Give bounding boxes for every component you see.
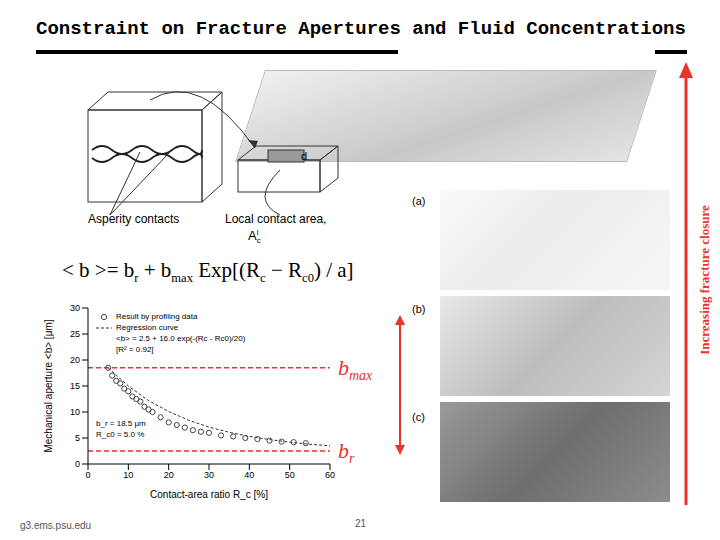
html-text:[R² = 0.92]: [R² = 0.92]: [116, 345, 154, 354]
html-text:R_c0 = 5.0 %: R_c0 = 5.0 %: [96, 430, 145, 439]
html-text:c: c: [256, 235, 261, 245]
svg-text:Mechanical aperture <b> [μm]: Mechanical aperture <b> [μm]: [43, 319, 54, 452]
html-text:(b): (b): [412, 303, 426, 315]
svg-text:0: 0: [85, 470, 90, 480]
svg-text:br: br: [338, 438, 355, 466]
svg-text:15: 15: [70, 381, 80, 391]
svg-text:0: 0: [75, 459, 80, 469]
html-text:21: 21: [355, 518, 367, 529]
svg-text:10: 10: [70, 407, 80, 417]
svg-text:10: 10: [123, 470, 133, 480]
html-text:(a): (a): [412, 195, 426, 207]
svg-text:25: 25: [70, 329, 80, 339]
svg-text:20: 20: [164, 470, 174, 480]
svg-text:30: 30: [70, 303, 80, 313]
html-text:Increasing fracture closure: Increasing fracture closure: [697, 205, 712, 355]
svg-text:30: 30: [204, 470, 214, 480]
svg-text:50: 50: [285, 470, 295, 480]
html-text:b_r = 18.5 μm: b_r = 18.5 μm: [96, 419, 146, 428]
html-text:g3.ems.psu.edu: g3.ems.psu.edu: [20, 520, 92, 531]
svg-text:20: 20: [70, 355, 80, 365]
html-text:Asperity contacts: Asperity contacts: [88, 212, 180, 226]
html-text:<b> = 2.5 + 16.0 exp(-(Rc - Rc: <b> = 2.5 + 16.0 exp(-(Rc - Rc0)/20): [116, 334, 246, 343]
svg-text:40: 40: [244, 470, 254, 480]
html-text:Regression curve: Regression curve: [116, 323, 179, 332]
svg-text:5: 5: [75, 433, 80, 443]
html-text:d: d: [301, 150, 308, 162]
html-text:(c): (c): [412, 411, 425, 423]
html-text:Local contact area,: Local contact area,: [225, 212, 327, 226]
svg-text:60: 60: [325, 470, 335, 480]
svg-text:bmax: bmax: [338, 355, 373, 383]
html-text:Result by profiling data: Result by profiling data: [116, 312, 198, 321]
html-text:< b >= br+ bmaxExp[(Rc− Rc0) /: < b >= br+ bmaxExp[(Rc− Rc0) / a]: [62, 258, 354, 286]
svg-text:Contact-area ratio R_c [%]: Contact-area ratio R_c [%]: [150, 489, 268, 500]
html-text:Al: Al: [248, 227, 259, 243]
html-text:Constraint on Fracture Apertur: Constraint on Fracture Apertures and Flu…: [36, 18, 686, 40]
